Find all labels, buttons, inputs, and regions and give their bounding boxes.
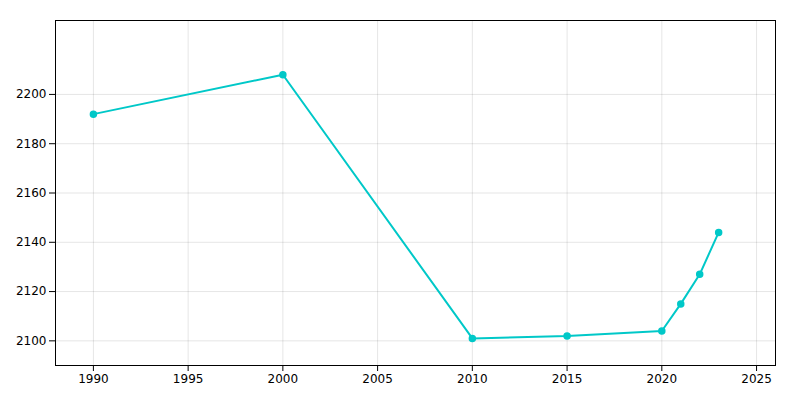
- svg-text:2020: 2020: [647, 372, 678, 386]
- svg-text:2015: 2015: [552, 372, 583, 386]
- svg-text:2025: 2025: [741, 372, 772, 386]
- svg-text:2010: 2010: [457, 372, 488, 386]
- svg-text:2200: 2200: [16, 87, 47, 101]
- svg-text:2100: 2100: [16, 334, 47, 348]
- svg-text:2140: 2140: [16, 235, 47, 249]
- svg-text:1995: 1995: [173, 372, 204, 386]
- svg-text:2180: 2180: [16, 137, 47, 151]
- svg-text:2160: 2160: [16, 186, 47, 200]
- svg-text:2120: 2120: [16, 284, 47, 298]
- svg-text:1990: 1990: [78, 372, 109, 386]
- svg-text:2005: 2005: [362, 372, 393, 386]
- svg-text:2000: 2000: [268, 372, 299, 386]
